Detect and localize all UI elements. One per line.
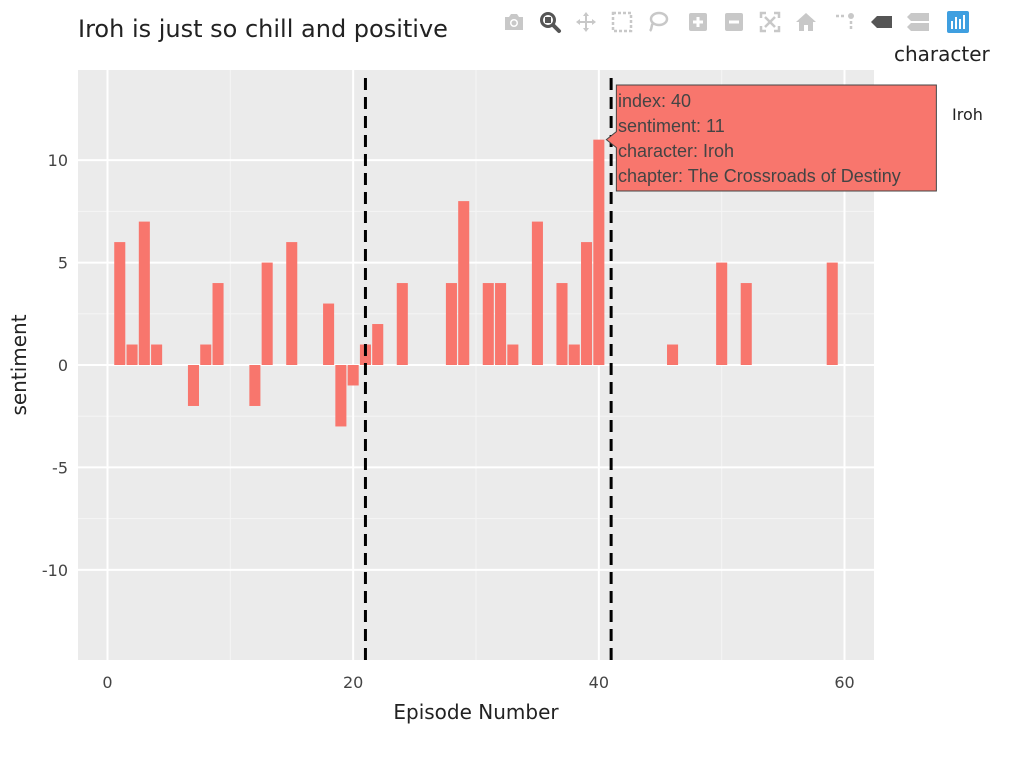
hover-tooltip: index: 40 sentiment: 11 character: Iroh …	[605, 84, 937, 192]
reset-axes-button[interactable]	[788, 6, 824, 38]
y-tick-label: -10	[42, 561, 68, 580]
y-axis-ticks: -10 -5 0 5 10	[42, 151, 68, 580]
vertical-reference-lines	[363, 78, 613, 660]
bar-episode-35[interactable]	[531, 221, 543, 365]
bar-episode-31[interactable]	[482, 283, 494, 365]
bar-episode-7[interactable]	[187, 365, 199, 406]
reset-axes-icon	[796, 13, 816, 31]
bar-episode-37[interactable]	[556, 283, 568, 365]
y-axis-title: sentiment	[7, 314, 31, 415]
y-tick-label: -5	[52, 458, 68, 477]
x-axis-title: Episode Number	[393, 700, 559, 724]
bar-episode-15[interactable]	[286, 242, 298, 365]
bar-episode-8[interactable]	[200, 344, 212, 365]
tooltip-line-index: index: 40	[618, 91, 691, 111]
hover-closest-button[interactable]	[864, 6, 900, 38]
spike-lines-icon	[836, 13, 854, 31]
bar-episode-2[interactable]	[126, 344, 138, 365]
zoom-in-button[interactable]	[680, 6, 716, 38]
tooltip-box	[605, 84, 937, 192]
box-select-icon	[611, 11, 633, 33]
tooltip-line-chapter: chapter: The Crossroads of Destiny	[618, 166, 901, 186]
bar-episode-50[interactable]	[716, 262, 728, 365]
bar-episode-38[interactable]	[568, 344, 580, 365]
x-axis-ticks: 0 20 40 60	[102, 673, 854, 692]
hover-compare-icon	[907, 13, 929, 31]
bar-episode-4[interactable]	[151, 344, 163, 365]
x-tick-label: 0	[102, 673, 112, 692]
bar-episode-46[interactable]	[667, 344, 679, 365]
zoom-out-button[interactable]	[716, 6, 752, 38]
y-tick-label: 5	[58, 254, 68, 273]
chart-title: Iroh is just so chill and positive	[78, 15, 448, 43]
y-tick-label: 10	[48, 151, 68, 170]
camera-icon	[505, 14, 523, 30]
bar-episode-24[interactable]	[396, 283, 408, 365]
autoscale-icon	[759, 11, 781, 33]
x-tick-label: 40	[589, 673, 609, 692]
zoom-icon	[540, 12, 561, 33]
autoscale-button[interactable]	[752, 6, 788, 38]
y-tick-label: 0	[58, 356, 68, 375]
zoom-in-icon	[689, 13, 707, 31]
bar-episode-19[interactable]	[335, 365, 347, 427]
tooltip-line-sentiment: sentiment: 11	[618, 116, 725, 136]
bar-episode-3[interactable]	[138, 221, 150, 365]
plotly-logo-icon	[947, 11, 969, 33]
bar-episode-22[interactable]	[372, 324, 384, 365]
bar-episode-59[interactable]	[826, 262, 838, 365]
pan-button[interactable]	[568, 6, 604, 38]
legend-label-iroh: Iroh	[952, 105, 983, 124]
pan-icon	[576, 12, 596, 32]
bar-episode-29[interactable]	[458, 201, 470, 365]
hover-compare-button[interactable]	[900, 6, 936, 38]
x-tick-label: 20	[343, 673, 363, 692]
bar-episode-32[interactable]	[495, 283, 507, 365]
hover-closest-icon	[871, 16, 892, 28]
bar-episode-20[interactable]	[347, 365, 359, 386]
box-select-button[interactable]	[604, 6, 640, 38]
legend-title: character	[894, 42, 991, 66]
zoom-out-icon	[725, 13, 743, 31]
lasso-select-button[interactable]	[640, 6, 676, 38]
bar-episode-52[interactable]	[740, 283, 752, 365]
bar-episode-1[interactable]	[114, 242, 126, 365]
spike-lines-button[interactable]	[828, 6, 864, 38]
lasso-icon	[649, 11, 669, 32]
bar-episode-18[interactable]	[323, 303, 335, 365]
bar-episode-9[interactable]	[212, 283, 224, 365]
bar-episode-39[interactable]	[581, 242, 593, 365]
bar-episode-33[interactable]	[507, 344, 519, 365]
bar-episode-28[interactable]	[445, 283, 457, 365]
camera-button[interactable]	[496, 6, 532, 38]
plot-modebar	[496, 6, 1008, 38]
x-tick-label: 60	[834, 673, 854, 692]
tooltip-line-character: character: Iroh	[618, 141, 734, 161]
bar-episode-40[interactable]	[593, 139, 605, 365]
bar-episode-13[interactable]	[261, 262, 273, 365]
zoom-button[interactable]	[532, 6, 568, 38]
bar-episode-12[interactable]	[249, 365, 261, 406]
plotly-logo-button[interactable]	[940, 6, 976, 38]
bar-series-iroh[interactable]	[114, 139, 838, 427]
